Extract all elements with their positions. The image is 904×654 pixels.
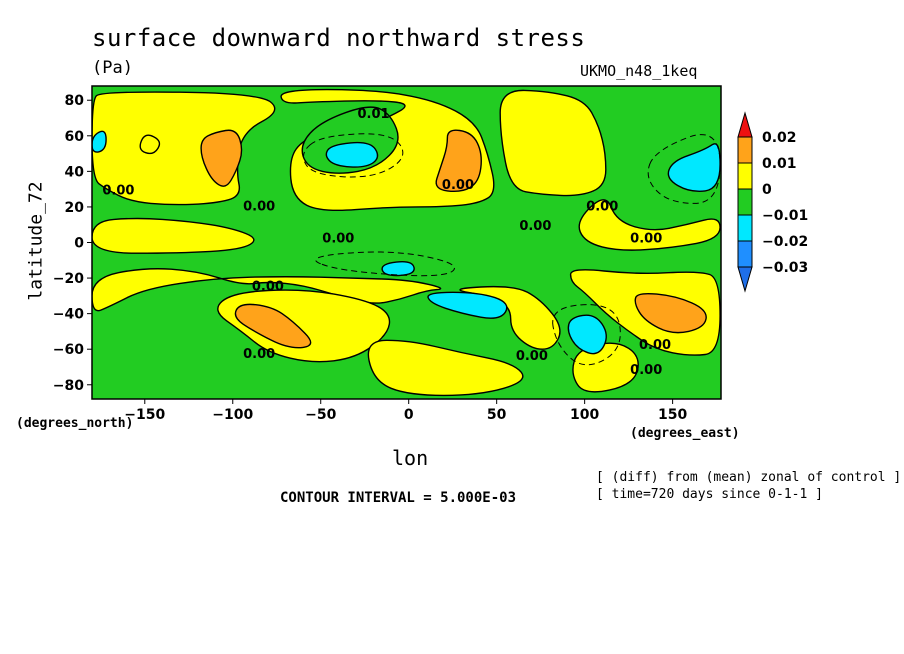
note-line-2: [ time=720 days since 0-1-1 ] bbox=[596, 487, 823, 502]
y-axis-unit: (degrees_north) bbox=[16, 416, 134, 431]
region-orange-s bbox=[234, 303, 312, 349]
contour-label: 0.00 bbox=[252, 280, 284, 295]
colorbar-segment bbox=[737, 188, 753, 216]
y-tick-label: −40 bbox=[53, 307, 84, 323]
y-tick-label: −20 bbox=[53, 271, 84, 287]
contour-label: 0.00 bbox=[442, 178, 474, 193]
x-tick-label: 50 bbox=[487, 407, 507, 423]
y-tick-label: 40 bbox=[65, 164, 85, 180]
contour-dashed-2 bbox=[647, 134, 721, 204]
colorbar-label: 0.01 bbox=[762, 156, 797, 172]
contour-label: 0.00 bbox=[630, 232, 662, 247]
contour-label: 0.00 bbox=[639, 338, 671, 353]
contour-label: 0.00 bbox=[516, 349, 548, 364]
contour-label: 0.00 bbox=[630, 363, 662, 378]
axes: −150 −100 −50 0 50 100 150 80 60 40 20 0 −20 −40 −60 −8… bbox=[53, 85, 722, 423]
region-positive-s-pole bbox=[367, 339, 524, 397]
chart-title: surface downward northward stress bbox=[92, 24, 586, 52]
region-cyan-s bbox=[427, 291, 508, 319]
x-tick-label: 0 bbox=[404, 407, 414, 423]
colorbar-segment bbox=[737, 240, 753, 268]
y-tick-label: 0 bbox=[74, 236, 84, 252]
colorbar-segment bbox=[737, 136, 753, 164]
x-tick-label: 100 bbox=[570, 407, 599, 423]
contour-label: 0.00 bbox=[243, 199, 275, 214]
region-positive-sw bbox=[92, 268, 442, 312]
colorbar-segment bbox=[737, 214, 753, 242]
region-cyan-n bbox=[325, 141, 379, 168]
contour-dashed-4 bbox=[552, 304, 621, 366]
units-label: (Pa) bbox=[92, 58, 133, 78]
x-tick-label: −150 bbox=[124, 407, 165, 423]
region-orange-nw bbox=[200, 129, 243, 187]
map-field: 0.00 0.01 0.00 0.00 0.00 0.00 0.00 0.00 0.00 0.00… bbox=[92, 86, 721, 399]
region-positive-e-eq bbox=[578, 199, 721, 251]
region-cyan-eq bbox=[381, 261, 415, 277]
note-line-1: [ (diff) from (mean) zonal of control ] bbox=[596, 470, 902, 485]
region-cyan-w bbox=[92, 130, 107, 153]
x-tick-label: −50 bbox=[305, 407, 336, 423]
y-tick-label: −60 bbox=[53, 342, 84, 358]
colorbar-segment bbox=[737, 162, 753, 190]
contour-label: 0.00 bbox=[102, 183, 134, 198]
colorbar-label: −0.01 bbox=[762, 208, 808, 224]
y-tick-label: 60 bbox=[65, 129, 85, 145]
colorbar-label: 0 bbox=[762, 182, 772, 198]
y-tick-label: −80 bbox=[53, 378, 84, 394]
x-axis-label: lon bbox=[392, 446, 429, 470]
contour-dashed-1 bbox=[303, 133, 404, 178]
x-tick-label: −100 bbox=[212, 407, 253, 423]
colorbar-arrow-top bbox=[737, 111, 753, 138]
contour-label: 0.00 bbox=[322, 232, 354, 247]
y-tick-label: 80 bbox=[65, 93, 85, 109]
region-positive-s-mid bbox=[459, 285, 561, 350]
colorbar-label: 0.02 bbox=[762, 130, 797, 146]
contour-label: 0.00 bbox=[586, 199, 618, 214]
colorbar-label: −0.03 bbox=[762, 260, 808, 276]
model-label: UKMO_n48_1keq bbox=[580, 62, 698, 80]
colorbar-arrow-bottom bbox=[737, 266, 753, 293]
region-positive-ne bbox=[499, 89, 607, 197]
colorbar: 0.02 0.01 0 −0.01 −0.02 −0.03 bbox=[737, 111, 808, 293]
region-cyan-se bbox=[567, 314, 607, 355]
region-orange-n bbox=[435, 129, 482, 193]
contour-label: 0.00 bbox=[519, 219, 551, 234]
y-tick-label: 20 bbox=[65, 200, 85, 216]
x-axis-unit: (degrees_east) bbox=[630, 426, 740, 441]
region-positive-w-eq bbox=[92, 217, 255, 254]
contour-interval: CONTOUR INTERVAL = 5.000E-03 bbox=[280, 490, 517, 506]
colorbar-label: −0.02 bbox=[762, 234, 808, 250]
region-orange-se bbox=[634, 292, 707, 334]
contour-label: 0.01 bbox=[357, 107, 389, 122]
contour-dashed-3 bbox=[315, 251, 455, 277]
contour-label: 0.00 bbox=[243, 347, 275, 362]
region-positive-small bbox=[139, 134, 161, 155]
x-tick-label: 150 bbox=[658, 407, 687, 423]
